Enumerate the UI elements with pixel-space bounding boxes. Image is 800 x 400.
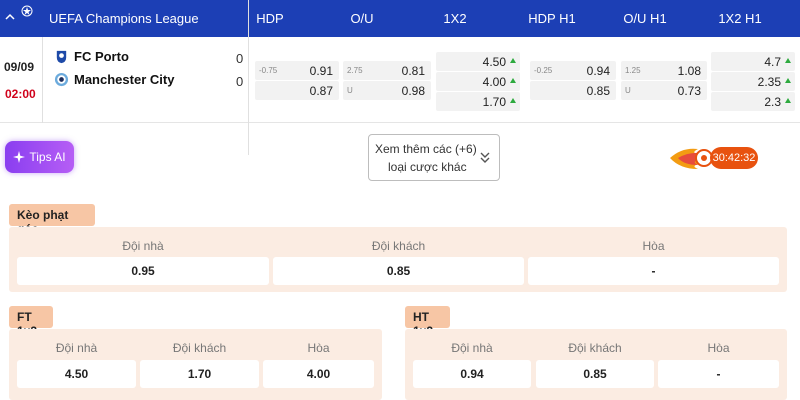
ht-title: HT 1x2: [405, 306, 450, 338]
odd-1x2-h1-home[interactable]: 4.7: [711, 52, 795, 71]
col-ou: O/U: [350, 11, 374, 26]
champions-league-logo-icon: [21, 5, 33, 17]
arrow-up-icon: [510, 58, 516, 63]
col-ou-h1: O/U H1: [623, 11, 667, 26]
col-1x2-h1: 1X2 H1: [718, 11, 762, 26]
timer-value: 30:42:32: [710, 147, 758, 169]
arrow-up-icon: [510, 98, 516, 103]
ft-home-label: Đội nhà: [55, 341, 98, 355]
odd-1x2-draw[interactable]: 4.00: [436, 72, 520, 91]
home-team-name: FC Porto: [74, 49, 129, 64]
corner-away-odd[interactable]: 0.85: [273, 257, 524, 285]
divider: [248, 0, 249, 155]
ft-away-odd[interactable]: 1.70: [140, 360, 259, 388]
odd-1x2-h1-draw[interactable]: 2.35: [711, 72, 795, 91]
ft-panel: Đội nhà Đội khách Hòa 4.50 1.70 4.00: [9, 329, 382, 400]
away-team[interactable]: Manchester City: [54, 72, 174, 87]
arrow-up-icon: [785, 58, 791, 63]
corner-home-odd[interactable]: 0.95: [17, 257, 269, 285]
ft-home-odd[interactable]: 4.50: [17, 360, 136, 388]
odd-hdp-h1-home[interactable]: -0.25 0.94: [530, 61, 616, 80]
ht-home-odd[interactable]: 0.94: [413, 360, 531, 388]
ft-away-label: Đội khách: [172, 341, 227, 355]
odd-1x2-away[interactable]: 1.70: [436, 92, 520, 111]
match-row: 09/09 02:00 FC Porto 0 Manchester City 0…: [0, 37, 800, 123]
odd-over-h1[interactable]: 1.25 1.08: [621, 61, 707, 80]
ht-away-label: Đội khách: [568, 341, 622, 355]
odd-under-h1[interactable]: U 0.73: [621, 81, 707, 100]
porto-crest-icon: [56, 50, 67, 64]
col-1x2: 1X2: [443, 11, 467, 26]
sparkle-icon: [13, 151, 26, 163]
ht-draw-odd[interactable]: -: [658, 360, 779, 388]
home-score: 0: [236, 51, 244, 66]
arrow-up-icon: [785, 78, 791, 83]
odd-hdp-home[interactable]: -0.75 0.91: [255, 61, 339, 80]
odd-1x2-h1-away[interactable]: 2.3: [711, 92, 795, 111]
ht-away-odd[interactable]: 0.85: [536, 360, 654, 388]
tips-ai-label: Tips AI: [29, 150, 66, 164]
match-time: 02:00: [5, 87, 36, 101]
odd-hdp-away[interactable]: 0.87: [255, 81, 339, 100]
corner-draw-odd[interactable]: -: [528, 257, 779, 285]
ft-title: FT 1x2: [9, 306, 53, 338]
double-chevron-down-icon: [480, 152, 490, 163]
odd-hdp-h1-away[interactable]: 0.85: [530, 81, 616, 100]
more-bets-button[interactable]: Xem thêm các (+6) loại cược khác: [368, 134, 500, 181]
col-hdp: HDP: [256, 11, 284, 26]
ht-home-label: Đội nhà: [451, 341, 493, 355]
odd-1x2-home[interactable]: 4.50: [436, 52, 520, 71]
away-team-name: Manchester City: [74, 72, 175, 87]
ht-panel: Đội nhà Đội khách Hòa 0.94 0.85 -: [405, 329, 787, 400]
fire-ball-icon: [670, 148, 713, 169]
divider: [42, 37, 43, 123]
arrow-up-icon: [510, 78, 516, 83]
away-score: 0: [236, 74, 244, 89]
more-bets-line2: loại cược khác: [388, 160, 467, 174]
league-name: UEFA Champions League: [49, 11, 199, 26]
live-timer: 30:42:32: [668, 143, 760, 173]
corner-away-label: Đội khách: [371, 239, 426, 253]
odd-under[interactable]: U 0.98: [343, 81, 431, 100]
more-bets-line1: Xem thêm các (+6): [375, 142, 477, 156]
man-city-crest-icon: [54, 72, 69, 87]
odd-over[interactable]: 2.75 0.81: [343, 61, 431, 80]
corner-home-label: Đội nhà: [122, 239, 164, 253]
corner-panel: Đội nhà Đội khách Hòa 0.95 0.85 -: [9, 227, 787, 292]
chevron-up-icon[interactable]: [4, 11, 16, 23]
col-hdp-h1: HDP H1: [528, 11, 576, 26]
ft-draw-label: Hòa: [307, 341, 330, 355]
ht-draw-label: Hòa: [707, 341, 730, 355]
tips-ai-button[interactable]: Tips AI: [5, 141, 74, 173]
arrow-up-icon: [785, 98, 791, 103]
match-date: 09/09: [4, 60, 35, 74]
odds-header-bar: UEFA Champions League HDP O/U 1X2 HDP H1…: [0, 0, 800, 37]
home-team[interactable]: FC Porto: [54, 49, 129, 64]
corner-draw-label: Hòa: [642, 239, 665, 253]
corner-title: Kèo phạt góc: [9, 204, 95, 236]
ft-draw-odd[interactable]: 4.00: [263, 360, 374, 388]
